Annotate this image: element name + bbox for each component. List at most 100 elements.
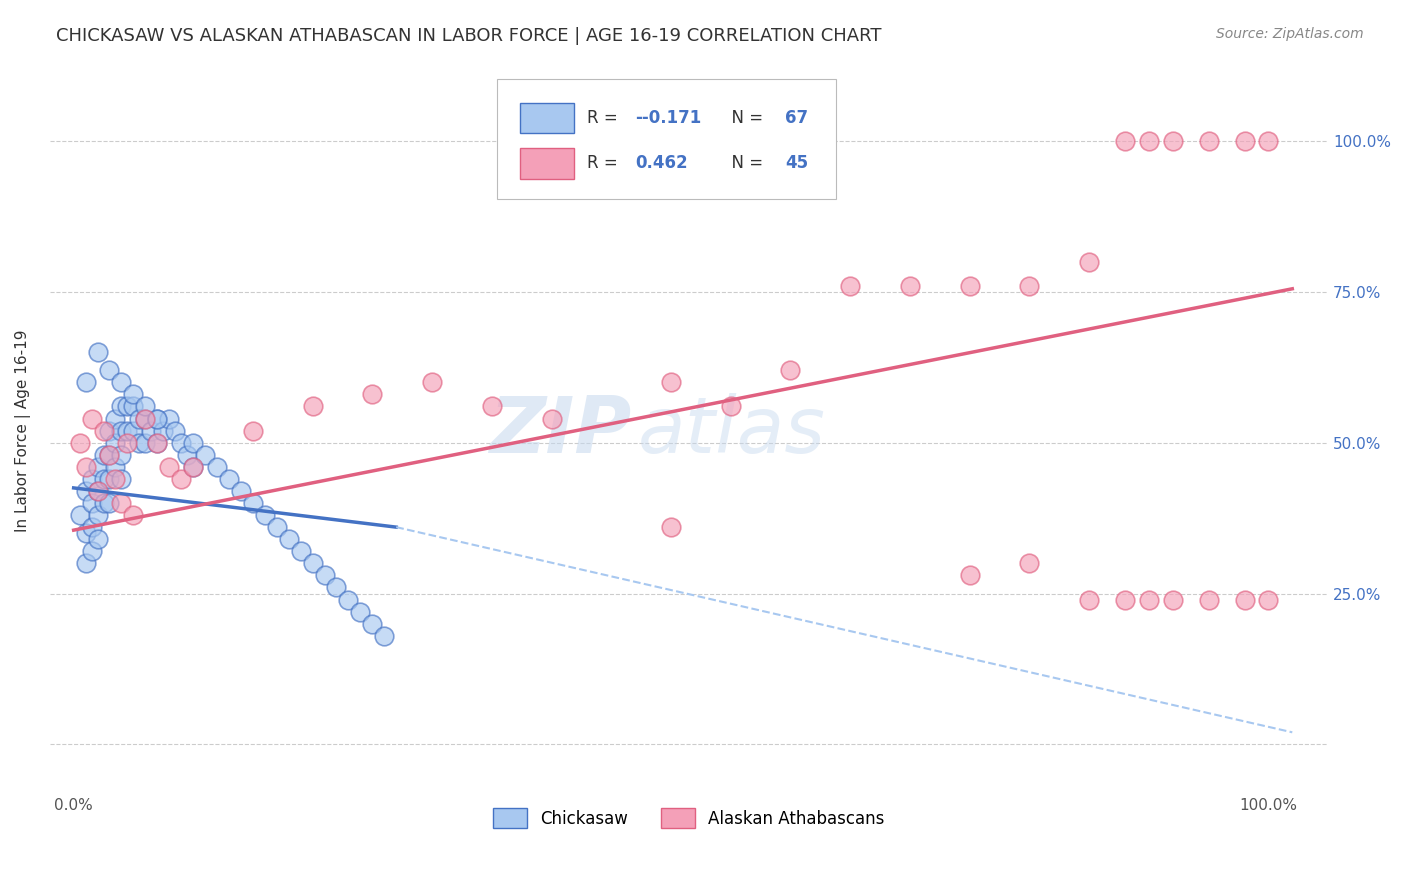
Point <box>301 557 323 571</box>
Point <box>93 424 115 438</box>
Point <box>104 459 127 474</box>
Point <box>314 568 336 582</box>
Text: R =: R = <box>586 154 623 172</box>
Point <box>98 448 121 462</box>
Point <box>157 411 180 425</box>
Point <box>481 400 503 414</box>
Point <box>110 376 132 390</box>
Point <box>1198 592 1220 607</box>
Point <box>1257 134 1279 148</box>
Point <box>1198 134 1220 148</box>
Point <box>146 411 169 425</box>
Point <box>75 483 97 498</box>
Point <box>146 435 169 450</box>
Point <box>122 400 145 414</box>
Point <box>1114 134 1136 148</box>
Point <box>157 459 180 474</box>
Point <box>146 435 169 450</box>
Point <box>80 544 103 558</box>
Point <box>98 363 121 377</box>
Point <box>134 411 156 425</box>
Point <box>104 472 127 486</box>
Point <box>122 387 145 401</box>
Point <box>86 459 108 474</box>
Text: R =: R = <box>586 109 623 127</box>
Point <box>1257 592 1279 607</box>
Point <box>128 435 150 450</box>
Point <box>110 472 132 486</box>
Legend: Chickasaw, Alaskan Athabascans: Chickasaw, Alaskan Athabascans <box>486 801 891 835</box>
Point <box>325 581 347 595</box>
Text: CHICKASAW VS ALASKAN ATHABASCAN IN LABOR FORCE | AGE 16-19 CORRELATION CHART: CHICKASAW VS ALASKAN ATHABASCAN IN LABOR… <box>56 27 882 45</box>
Point <box>266 520 288 534</box>
Point <box>75 459 97 474</box>
Point <box>181 459 204 474</box>
Point <box>181 435 204 450</box>
Point <box>80 520 103 534</box>
Point <box>839 278 862 293</box>
Point <box>128 411 150 425</box>
Point <box>959 278 981 293</box>
Point <box>277 532 299 546</box>
Point <box>301 400 323 414</box>
Text: 67: 67 <box>785 109 808 127</box>
Point <box>75 526 97 541</box>
FancyBboxPatch shape <box>520 148 574 178</box>
Point <box>540 411 562 425</box>
Point <box>361 387 384 401</box>
Text: N =: N = <box>721 154 768 172</box>
Point <box>1137 592 1160 607</box>
Point <box>290 544 312 558</box>
Point <box>93 472 115 486</box>
Point <box>176 448 198 462</box>
Point <box>361 616 384 631</box>
Point <box>898 278 921 293</box>
Point <box>152 424 174 438</box>
Point <box>242 496 264 510</box>
Text: atlas: atlas <box>638 392 825 468</box>
Point <box>659 520 682 534</box>
Text: --0.171: --0.171 <box>636 109 702 127</box>
Point <box>122 508 145 522</box>
Point <box>959 568 981 582</box>
Point <box>117 424 139 438</box>
Point <box>337 592 360 607</box>
Point <box>98 448 121 462</box>
Point <box>659 376 682 390</box>
Point <box>1161 592 1184 607</box>
Point <box>110 400 132 414</box>
Text: 45: 45 <box>785 154 808 172</box>
Point <box>104 411 127 425</box>
FancyBboxPatch shape <box>520 103 574 133</box>
Point <box>104 435 127 450</box>
Point <box>86 345 108 359</box>
Point <box>165 424 187 438</box>
Point <box>134 411 156 425</box>
Point <box>1018 278 1040 293</box>
Point <box>98 472 121 486</box>
Point <box>75 376 97 390</box>
Point <box>1078 592 1101 607</box>
Point <box>80 496 103 510</box>
Point <box>86 508 108 522</box>
Point <box>122 424 145 438</box>
Point <box>141 424 163 438</box>
Point <box>253 508 276 522</box>
Point <box>80 411 103 425</box>
Point <box>98 496 121 510</box>
Point <box>80 472 103 486</box>
Point <box>229 483 252 498</box>
Point <box>93 448 115 462</box>
Point <box>194 448 217 462</box>
Point <box>98 424 121 438</box>
Point <box>110 424 132 438</box>
Point <box>86 532 108 546</box>
Point <box>93 496 115 510</box>
Point <box>1018 557 1040 571</box>
Point <box>779 363 801 377</box>
Point <box>170 472 193 486</box>
Point <box>1137 134 1160 148</box>
Point <box>181 459 204 474</box>
Point <box>117 400 139 414</box>
Point <box>110 496 132 510</box>
